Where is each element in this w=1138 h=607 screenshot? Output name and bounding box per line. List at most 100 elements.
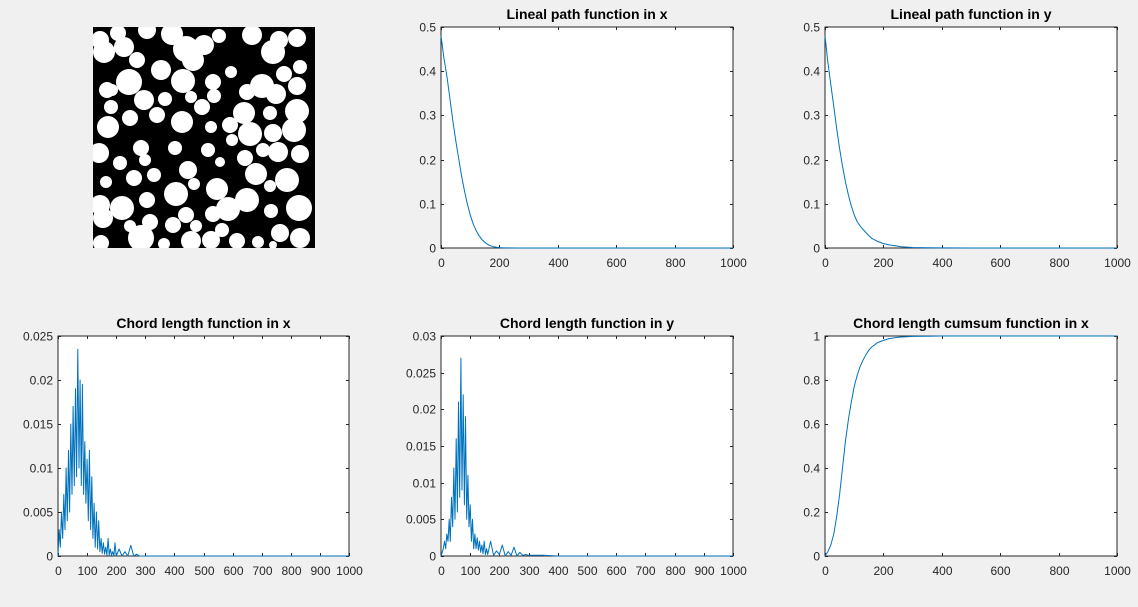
particle <box>264 124 282 142</box>
particle <box>168 141 182 155</box>
x-tick-label: 1000 <box>720 564 747 578</box>
chart-title: Lineal path function in y <box>891 6 1052 22</box>
particle <box>188 178 200 190</box>
particle <box>256 143 270 157</box>
particle <box>205 74 221 90</box>
particle <box>276 66 292 82</box>
particle <box>128 225 154 251</box>
particle <box>216 197 240 221</box>
x-tick-label: 500 <box>577 564 597 578</box>
particle <box>93 208 113 228</box>
particle <box>164 182 188 206</box>
y-tick-label: 0.4 <box>803 65 820 79</box>
particle <box>171 111 193 133</box>
particle <box>269 241 277 249</box>
x-tick-label: 1000 <box>1104 564 1131 578</box>
x-tick-label: 600 <box>990 256 1010 270</box>
particle <box>261 40 285 64</box>
particle <box>206 178 228 200</box>
x-tick-label: 600 <box>606 564 626 578</box>
particle <box>178 207 194 223</box>
chart-lineal-x: 0 200 400 600 800 1000 0 0.1 0.2 0.3 0.4 0.5 Lineal … <box>419 6 747 270</box>
y-tick-label: 0.01 <box>30 462 54 476</box>
x-tick-label: 600 <box>606 256 626 270</box>
x-tick-label: 600 <box>990 564 1010 578</box>
particle <box>104 100 118 114</box>
particle <box>205 121 217 133</box>
particle <box>245 163 267 185</box>
particle <box>122 110 138 126</box>
chart-chord-x: 0 100 200 300 400 500 600 700 800 900 1000 0 0.005 0.… <box>23 315 363 578</box>
chart-chord-y: 0 100 200 300 400 500 600 700 800 900 1000 0 0.005 0.… <box>406 315 747 578</box>
x-tick-label: 0 <box>438 256 445 270</box>
x-tick-label: 300 <box>519 564 539 578</box>
y-tick-label: 0.2 <box>803 154 820 168</box>
chart-title: Lineal path function in x <box>507 6 668 22</box>
particle <box>158 92 172 106</box>
y-tick-label: 0.4 <box>803 462 820 476</box>
x-tick-label: 0 <box>822 256 829 270</box>
y-tick-label: 0.4 <box>419 65 436 79</box>
particle <box>226 134 238 146</box>
chart-lineal-y: 0 200 400 600 800 1000 0 0.1 0.2 0.3 0.4 0.5 Lineal … <box>803 6 1131 270</box>
x-tick-label: 0 <box>55 564 62 578</box>
plot-area <box>825 27 1117 248</box>
particle <box>181 231 201 251</box>
x-tick-label: 900 <box>694 564 714 578</box>
y-tick-label: 0.015 <box>406 440 436 454</box>
plot-area <box>825 336 1117 556</box>
particle <box>263 106 277 120</box>
plot-area <box>441 27 733 248</box>
particle <box>229 233 245 249</box>
particle <box>182 49 204 71</box>
particle <box>114 37 134 57</box>
particle <box>113 156 127 170</box>
chart-title: Chord length cumsum function in x <box>853 315 1089 331</box>
x-tick-label: 700 <box>252 564 272 578</box>
y-tick-label: 0.02 <box>413 403 437 417</box>
y-tick-label: 0 <box>429 550 436 564</box>
y-tick-label: 0.5 <box>419 21 436 35</box>
x-tick-label: 1000 <box>1104 256 1131 270</box>
particle <box>268 142 288 162</box>
x-tick-label: 1000 <box>720 256 747 270</box>
x-tick-label: 200 <box>873 256 893 270</box>
y-tick-label: 0.8 <box>803 374 820 388</box>
particle <box>222 117 238 133</box>
chart-title: Chord length function in y <box>500 315 674 331</box>
y-tick-label: 0.025 <box>406 367 436 381</box>
particle <box>282 118 306 142</box>
chart-chord-cumsum-x: 0 200 400 600 800 1000 0 0.2 0.4 0.6 0.8 1 Chord len… <box>803 315 1131 578</box>
particle <box>291 145 309 163</box>
particle <box>185 91 197 103</box>
particle <box>139 192 155 208</box>
particle <box>202 231 220 249</box>
particle <box>239 84 255 100</box>
x-tick-label: 900 <box>310 564 330 578</box>
chart-title: Chord length function in x <box>116 315 290 331</box>
particle <box>293 60 307 74</box>
particle <box>129 52 145 68</box>
particle <box>225 66 237 78</box>
x-tick-label: 400 <box>932 564 952 578</box>
particle <box>264 204 278 218</box>
y-tick-label: 0.1 <box>419 198 436 212</box>
y-tick-label: 0.025 <box>23 330 53 344</box>
particle <box>106 84 118 96</box>
x-tick-label: 800 <box>1049 564 1069 578</box>
particle <box>264 180 276 192</box>
particle <box>288 77 306 95</box>
x-tick-label: 500 <box>194 564 214 578</box>
particle <box>252 236 264 248</box>
x-tick-label: 1000 <box>336 564 363 578</box>
particle <box>93 41 115 63</box>
plot-area <box>58 336 349 556</box>
y-tick-label: 0.01 <box>413 477 437 491</box>
particle <box>97 116 119 138</box>
x-tick-label: 800 <box>1049 256 1069 270</box>
y-tick-label: 0 <box>813 242 820 256</box>
x-tick-label: 800 <box>665 564 685 578</box>
particle <box>139 154 151 166</box>
y-tick-label: 0.03 <box>413 330 437 344</box>
